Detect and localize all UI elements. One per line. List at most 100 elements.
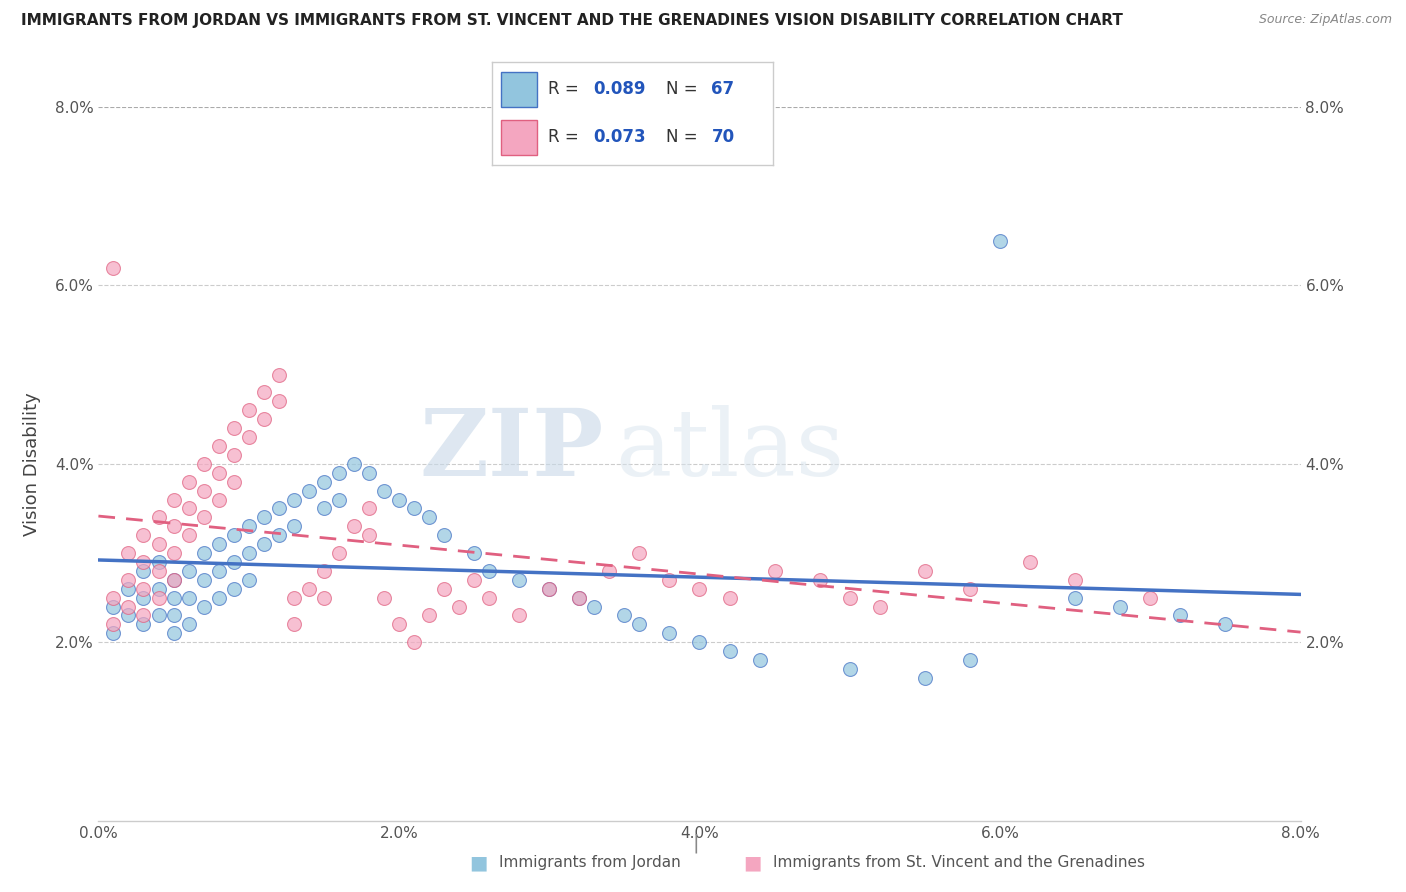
Point [538,582,561,596]
Point [193,573,215,587]
Point [718,591,741,605]
Point [1019,555,1042,569]
Point [869,599,891,614]
Point [177,528,200,542]
Text: 67: 67 [711,80,734,98]
Point [478,591,501,605]
Point [117,608,139,623]
Point [312,564,335,578]
Point [267,394,290,409]
Point [628,546,651,560]
Point [162,573,184,587]
Point [103,260,125,275]
Point [478,564,501,578]
Point [538,582,561,596]
Point [103,617,125,632]
Text: ■: ■ [468,853,488,872]
Text: Immigrants from St. Vincent and the Grenadines: Immigrants from St. Vincent and the Gren… [773,855,1146,870]
Text: 70: 70 [711,128,734,146]
Point [568,591,591,605]
Point [373,483,395,498]
Text: R =: R = [548,80,585,98]
Text: Source: ZipAtlas.com: Source: ZipAtlas.com [1258,13,1392,27]
Point [177,617,200,632]
Point [193,483,215,498]
Point [914,564,936,578]
Point [132,555,155,569]
Point [148,564,170,578]
Point [208,439,231,453]
Point [208,537,231,551]
Y-axis label: Vision Disability: Vision Disability [22,392,41,536]
Point [283,617,305,632]
Point [132,608,155,623]
Point [222,555,245,569]
Text: R =: R = [548,128,585,146]
Point [283,519,305,533]
Point [328,546,350,560]
Text: Immigrants from Jordan: Immigrants from Jordan [499,855,681,870]
Point [103,599,125,614]
Point [463,573,485,587]
Point [253,412,276,426]
Point [132,582,155,596]
Point [117,573,139,587]
Point [148,510,170,524]
Text: ZIP: ZIP [419,405,603,494]
Point [162,573,184,587]
Point [447,599,470,614]
Point [312,475,335,489]
Point [959,582,981,596]
Point [162,546,184,560]
Point [959,653,981,667]
Point [748,653,770,667]
Point [658,626,681,640]
Point [162,591,184,605]
Point [208,564,231,578]
Point [1109,599,1132,614]
Point [238,573,260,587]
Point [613,608,636,623]
Point [418,608,440,623]
Point [312,591,335,605]
Point [238,430,260,444]
Point [388,617,411,632]
Point [298,483,321,498]
Point [132,591,155,605]
Point [193,546,215,560]
Point [177,501,200,516]
Point [1064,591,1087,605]
Point [328,466,350,480]
Point [343,519,366,533]
Point [177,591,200,605]
Point [1168,608,1191,623]
Point [208,591,231,605]
Point [763,564,786,578]
Point [117,546,139,560]
Text: atlas: atlas [616,405,845,494]
Point [838,662,860,676]
Text: N =: N = [666,80,703,98]
Text: IMMIGRANTS FROM JORDAN VS IMMIGRANTS FROM ST. VINCENT AND THE GRENADINES VISION : IMMIGRANTS FROM JORDAN VS IMMIGRANTS FRO… [21,13,1123,29]
Point [117,599,139,614]
Point [148,582,170,596]
Point [193,599,215,614]
Point [689,582,711,596]
Point [267,528,290,542]
Point [208,492,231,507]
Point [988,234,1011,248]
Text: 0.089: 0.089 [593,80,645,98]
Point [388,492,411,507]
Point [132,564,155,578]
Text: N =: N = [666,128,703,146]
Point [132,617,155,632]
Point [328,492,350,507]
Point [402,635,425,649]
Point [267,368,290,382]
Point [222,475,245,489]
Point [508,573,530,587]
Point [402,501,425,516]
Point [148,537,170,551]
Point [238,519,260,533]
Point [568,591,591,605]
